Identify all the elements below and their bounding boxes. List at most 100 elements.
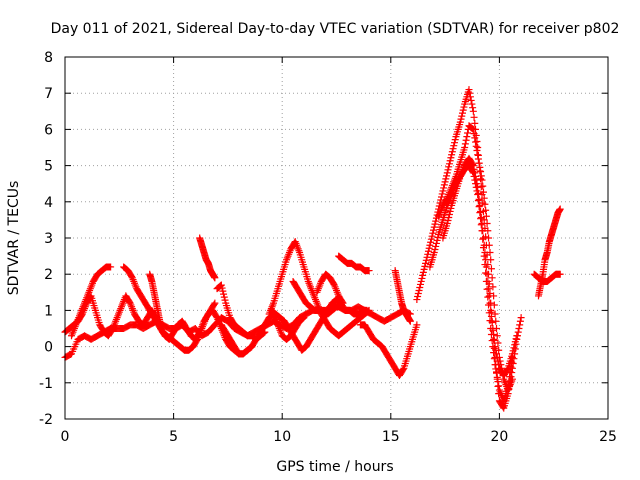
series-track-k [289,277,371,318]
y-tick-label: 8 [44,50,53,66]
data-point [494,339,502,347]
series-track-d [120,263,219,354]
y-tick-label: 6 [44,122,53,138]
data-point [422,259,430,267]
data-point [433,236,441,244]
data-point [424,250,432,258]
data-point [431,220,439,228]
data-point [429,229,437,237]
data-point [107,263,115,271]
data-point [517,314,525,322]
data-point [339,299,347,307]
data-point [493,373,501,381]
data-point [472,138,480,146]
y-tick-label: 4 [44,195,53,211]
data-point [469,125,477,133]
data-point [470,113,478,121]
data-point [442,175,450,183]
data-point [508,375,516,383]
data-point [211,274,219,282]
data-point [485,285,493,293]
data-point [477,175,485,183]
data-point [445,210,453,218]
data-point [446,207,454,215]
y-tick-label: 5 [44,159,53,175]
data-point [479,182,487,190]
data-point [458,112,466,120]
data-point [456,118,464,126]
data-point [491,343,499,351]
x-tick-label: 15 [382,429,400,445]
data-point [128,273,136,281]
data-point [469,125,477,133]
data-point [465,86,473,94]
data-point [475,195,483,203]
data-point [511,338,519,346]
data-point [482,206,490,214]
x-tick-label: 20 [490,429,508,445]
data-point [399,366,407,374]
data-point [467,96,475,104]
data-point [508,369,516,377]
data-point [445,160,453,168]
grid [65,57,608,419]
y-tick-label: -2 [39,412,53,428]
data-point [516,321,524,329]
data-point [220,290,228,298]
data-point [474,197,482,205]
data-point [447,204,455,212]
data-point [447,154,455,162]
data-point [475,159,483,167]
data-point [413,321,421,329]
x-tick-label: 25 [599,429,617,445]
data-point [210,300,218,308]
data-point [466,93,474,101]
data-point [212,312,220,320]
data-point [427,238,435,246]
data-point [477,168,485,176]
data-point [516,317,524,325]
data-point [363,306,371,314]
series-track-c [68,263,115,340]
data-point [441,178,449,186]
data-point [440,184,448,192]
data-point [449,145,457,153]
data-point [508,350,516,358]
data-point [416,283,424,291]
data-point [425,244,433,252]
data-point [477,213,485,221]
y-tick-label: 1 [44,303,53,319]
data-point [476,201,484,209]
data-point [472,172,480,180]
data-point [469,104,477,112]
data-point [414,290,422,298]
data-point [476,163,484,171]
data-point [484,277,492,285]
data-point [464,129,472,137]
plot-area [61,86,564,412]
x-tick-label: 10 [273,429,291,445]
data-point [479,235,487,243]
data-point [219,287,227,295]
y-tick-label: 2 [44,267,53,283]
y-tick-label: 0 [44,340,53,356]
data-point [300,314,308,322]
data-point [443,169,451,177]
data-point [457,115,465,123]
data-point [471,169,479,177]
data-point [470,165,478,173]
x-tick-label: 0 [61,429,70,445]
data-point [415,286,423,294]
data-point [490,292,498,300]
data-point [432,217,440,225]
data-point [298,315,306,323]
data-point [493,325,501,332]
data-point [495,346,503,354]
data-point [509,347,517,355]
data-point [487,256,495,264]
data-point [406,317,414,325]
data-point [413,296,421,304]
data-point [512,335,520,343]
data-point [478,176,486,184]
